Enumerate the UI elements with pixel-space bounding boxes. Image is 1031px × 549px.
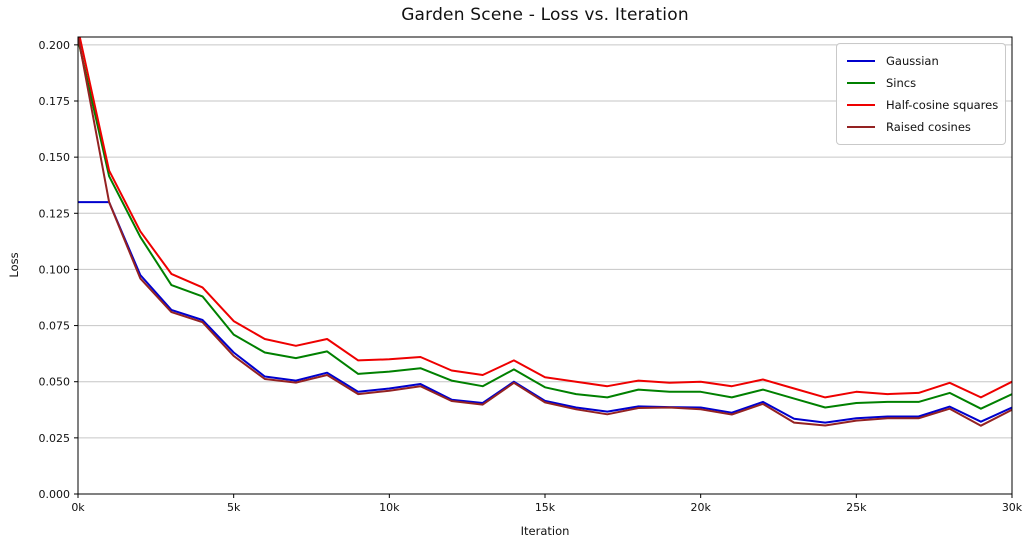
series-line-sincs — [78, 38, 1012, 410]
x-tick-label: 5k — [227, 501, 241, 514]
y-tick-label: 0.075 — [39, 320, 71, 333]
x-axis-label: Iteration — [520, 524, 570, 538]
y-tick-label: 0.100 — [39, 263, 71, 276]
chart-title: Garden Scene - Loss vs. Iteration — [401, 5, 689, 25]
axes-spines — [77, 36, 1013, 495]
x-tick-label: 25k — [846, 501, 867, 514]
x-tick-label: 20k — [690, 501, 711, 514]
y-axis-label: Loss — [7, 252, 21, 278]
x-tick-label: 10k — [379, 501, 400, 514]
legend-item: Raised cosines — [847, 116, 997, 138]
legend-item: Half-cosine squares — [847, 94, 999, 116]
legend-item: Sincs — [847, 72, 997, 94]
legend-item-label: Half-cosine squares — [886, 98, 999, 112]
x-tick-label: 30k — [1002, 501, 1023, 514]
legend-item-label: Sincs — [886, 76, 917, 90]
legend-line-swatch — [847, 126, 875, 128]
legend-item: Gaussian — [847, 50, 997, 72]
legend-line-swatch — [847, 82, 875, 84]
series-line-raised-cosines — [78, 37, 1012, 427]
y-tick-label: 0.150 — [39, 151, 71, 164]
y-tick-label: 0.025 — [39, 432, 71, 445]
legend-item-label: Gaussian — [886, 54, 939, 68]
y-tick-label: 0.125 — [39, 207, 71, 220]
series-line-half-cosine-squares — [78, 37, 1012, 399]
y-tick-label: 0.000 — [39, 488, 71, 501]
x-tick-label: 0k — [71, 501, 85, 514]
series-line-gaussian — [78, 201, 1012, 424]
y-tick-label: 0.175 — [39, 95, 71, 108]
y-tick-label: 0.200 — [39, 39, 71, 52]
y-tick-label: 0.050 — [39, 376, 71, 389]
x-tick-label: 15k — [535, 501, 556, 514]
legend-line-swatch — [847, 60, 875, 62]
legend-item-label: Raised cosines — [886, 120, 971, 134]
legend-line-swatch — [847, 104, 875, 106]
legend: Gaussian Sincs Half-cosine squares Raised c… — [836, 43, 1006, 145]
